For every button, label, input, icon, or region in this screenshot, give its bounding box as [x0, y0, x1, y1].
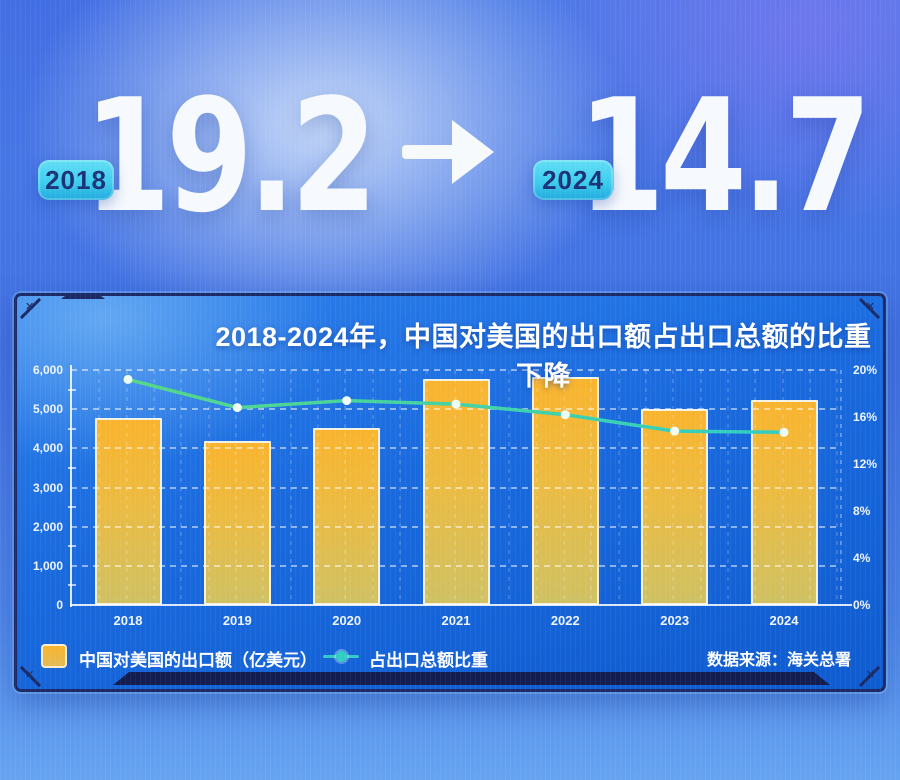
bar-2019 [203, 441, 271, 605]
line-legend-label: 占出口总额比重 [369, 651, 488, 670]
right-axis-label-16: 16% [853, 410, 878, 424]
left-axis-label-0: 0 [56, 598, 63, 612]
left-axis-label-1000: 1,000 [32, 558, 63, 573]
left-axis-minor-tick [68, 584, 76, 587]
left-axis-minor-tick [68, 388, 76, 391]
horizontal-gridline-4000 [71, 447, 841, 450]
left-axis-line [70, 365, 72, 607]
x-axis-label-2024: 2024 [769, 613, 799, 628]
horizontal-gridline-1000 [71, 564, 841, 567]
bar-legend-swatch [41, 644, 67, 668]
panel-corner-mark-bottom-right: ✕ [865, 669, 875, 681]
panel-bottom-bar [113, 672, 830, 685]
chart-panel: ✕ ✕ ✕ ✕ 2018-2024年，中国对美国的出口额占出口总额的比重下降 0… [14, 293, 886, 692]
panel-corner-mark-top-right: ✕ [865, 301, 875, 313]
line-legend-marker-dot [336, 651, 347, 662]
arrow-right-icon [402, 120, 494, 184]
share-value-2018-text: 19.2 [84, 65, 378, 247]
right-axis-label-0: 0% [853, 598, 871, 612]
left-axis-label-6000: 6,000 [32, 363, 63, 377]
left-axis-minor-tick [68, 427, 76, 430]
left-axis-label-5000: 5,000 [32, 402, 63, 417]
share-value-2024-text: 14.7 [578, 65, 872, 247]
left-axis-label-2000: 2,000 [32, 519, 63, 534]
bottom-axis-line [70, 604, 852, 606]
left-axis-label-4000: 4,000 [32, 441, 63, 456]
bar-2020 [313, 428, 381, 605]
x-axis-label-2022: 2022 [550, 613, 580, 628]
panel-corner-mark-bottom-left: ✕ [25, 669, 35, 681]
horizontal-gridline-5000 [71, 408, 841, 411]
left-axis-minor-tick [68, 545, 76, 548]
horizontal-gridline-6000 [71, 369, 841, 371]
right-axis-line [840, 370, 842, 605]
bar-legend-label: 中国对美国的出口额（亿美元） [79, 651, 317, 670]
share-point-2023 [670, 426, 680, 436]
share-point-2022 [560, 410, 570, 420]
panel-corner-mark-top-left: ✕ [25, 301, 35, 313]
right-axis-label-4: 4% [853, 551, 871, 565]
share-value-2018: 19.2 [84, 78, 445, 234]
x-axis-label-2021: 2021 [441, 613, 471, 628]
combo-chart-plot: 0 1,000 2,000 3,000 4,000 5,000 6,000 0% 4% 8% 12%… [33, 363, 877, 628]
right-axis-label-12: 12% [853, 457, 878, 471]
share-point-2020 [342, 396, 352, 406]
year-badge-2018: 2018 [38, 160, 114, 200]
share-value-2024: 14.7 [578, 78, 900, 234]
chart-title: 2018-2024年，中国对美国的出口额占出口总额的比重下降 [215, 322, 872, 391]
share-point-2024 [779, 427, 789, 437]
share-point-2018 [123, 374, 133, 384]
x-axis-label-2023: 2023 [660, 613, 690, 628]
x-axis-label-2020: 2020 [332, 613, 362, 628]
right-axis-label-20: 20% [853, 363, 878, 377]
share-point-2021 [451, 399, 461, 409]
panel-top-notch [61, 293, 105, 299]
horizontal-gridline-3000 [71, 486, 841, 489]
share-point-2019 [232, 403, 242, 413]
year-badge-2024: 2024 [533, 160, 613, 200]
share-line-series [123, 374, 789, 437]
left-axis-minor-tick [68, 466, 76, 469]
horizontal-gridline-2000 [71, 525, 841, 528]
x-axis-label-2018: 2018 [113, 613, 143, 628]
bar-2021 [422, 379, 490, 605]
line-legend-marker [323, 644, 359, 668]
left-axis-minor-tick [68, 506, 76, 509]
x-axis-label-2019: 2019 [222, 613, 252, 628]
data-source: 数据来源：海关总署 [706, 652, 851, 669]
left-axis-label-3000: 3,000 [32, 480, 63, 495]
right-axis-label-8: 8% [853, 504, 871, 518]
